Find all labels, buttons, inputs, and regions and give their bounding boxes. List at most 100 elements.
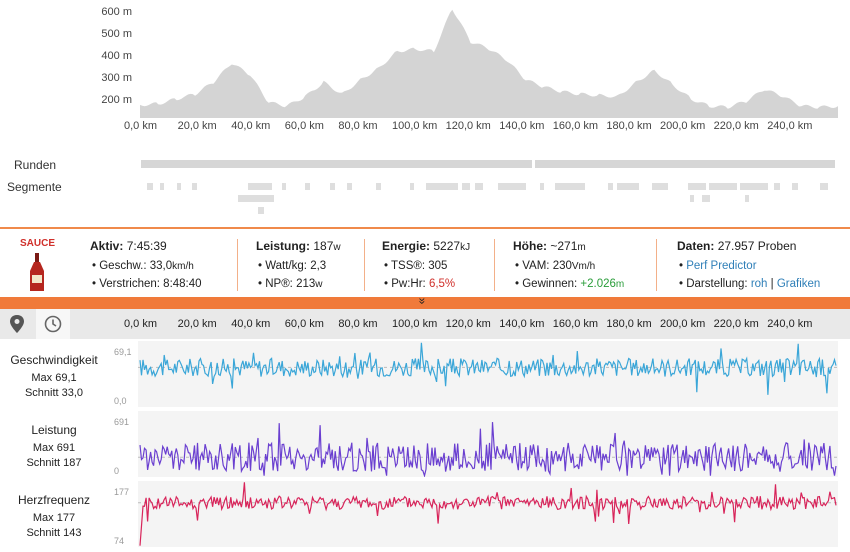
segment-bar[interactable] — [688, 183, 706, 190]
segment-bar[interactable] — [426, 183, 458, 190]
segment-bar[interactable] — [282, 183, 286, 190]
vam-stat: • VAM: 230Vm/h — [515, 260, 596, 272]
segment-bar[interactable] — [238, 195, 274, 202]
stream-name: Leistung — [31, 423, 77, 437]
segment-bar[interactable] — [475, 183, 483, 190]
gain-stat: • Gewinnen: +2.026m — [515, 278, 625, 290]
tss-stat: • TSS®: 305 — [384, 260, 448, 272]
stream-x-tick: 0,0 km — [124, 318, 158, 330]
elevation-profile — [140, 9, 838, 118]
segment-bar[interactable] — [347, 183, 352, 190]
stream-name: Herzfrequenz — [17, 493, 91, 507]
wkg-stat: • Watt/kg: 2,3 — [258, 260, 327, 272]
elevation-x-tick: 240,0 km — [767, 120, 813, 132]
stream-plot-svg — [138, 422, 838, 478]
segment-bar[interactable] — [709, 183, 737, 190]
elevation-y-tick: 500 m — [101, 28, 132, 40]
segment-bar[interactable] — [376, 183, 381, 190]
segment-bar[interactable] — [160, 183, 164, 190]
speed-stat: • Geschw.: 33,0km/h — [92, 260, 194, 272]
segment-bar[interactable] — [462, 183, 470, 190]
elevation-x-tick: 180,0 km — [606, 120, 652, 132]
segment-bar[interactable] — [652, 183, 668, 190]
perf-predictor-link[interactable]: Perf Predictor — [686, 260, 757, 272]
time-mode-tab[interactable] — [36, 309, 70, 339]
elevation-x-tick: 80,0 km — [338, 120, 378, 132]
raw-link[interactable]: roh — [750, 278, 768, 290]
stream-max: Max 177 — [32, 512, 76, 524]
segment-bar[interactable] — [608, 183, 613, 190]
graphs-link[interactable]: Grafiken — [776, 278, 821, 290]
stream-avg: Schnitt 187 — [26, 457, 82, 469]
stream-y-max: 177 — [114, 487, 130, 497]
segment-bar[interactable] — [690, 195, 694, 202]
elevation-y-tick: 300 m — [101, 72, 132, 84]
elevation-y-tick: 200 m — [101, 94, 132, 106]
elevation-x-tick: 20,0 km — [177, 120, 217, 132]
elevation-x-tick: 0,0 km — [124, 120, 158, 132]
stream-label: Geschwindigkeit Max 69,1 Schnitt 33,0 — [0, 353, 108, 402]
stream-line — [139, 422, 837, 478]
data-summary: Daten: 27.957 Proben — [677, 239, 797, 253]
segment-bar[interactable] — [147, 183, 153, 190]
segment-bar[interactable] — [617, 183, 639, 190]
segment-bar[interactable] — [702, 195, 710, 202]
stream-y-max: 69,1 — [114, 347, 132, 357]
elevation-x-tick: 60,0 km — [284, 120, 324, 132]
stream-x-tick: 60,0 km — [284, 318, 324, 330]
pwhr-stat: • Pw:Hr: 6,5% — [384, 278, 456, 290]
segment-bar[interactable] — [555, 183, 585, 190]
display-mode: • Darstellung: roh | Grafiken — [679, 278, 821, 290]
segment-bar[interactable] — [774, 183, 780, 190]
segment-bar[interactable] — [330, 183, 335, 190]
segments-label: Segmente — [7, 180, 62, 194]
segment-bar[interactable] — [248, 183, 272, 190]
elapsed-stat: • Verstrichen: 8:48:40 — [92, 278, 202, 290]
elevation-x-tick: 120,0 km — [445, 120, 491, 132]
stream-x-tick: 100,0 km — [392, 318, 438, 330]
stream-name: Geschwindigkeit — [10, 353, 98, 367]
segment-bar[interactable] — [177, 183, 181, 190]
laps-label: Runden — [14, 158, 57, 172]
stream-avg: Schnitt 143 — [26, 527, 82, 539]
lap-bar[interactable] — [141, 160, 532, 168]
elevation-chart: 600 m 500 m 400 m 300 m 200 m 0,0 km 20,0 km 4… — [0, 0, 850, 140]
stream-x-tick: 240,0 km — [767, 318, 813, 330]
expand-chevron-icon[interactable]: » — [415, 297, 430, 305]
lap-bar[interactable] — [535, 160, 835, 168]
segment-bar[interactable] — [540, 183, 544, 190]
stream-plot[interactable] — [138, 411, 838, 478]
stream-plot-svg — [138, 342, 838, 395]
clock-icon — [44, 315, 62, 333]
segment-bar[interactable] — [498, 183, 526, 190]
stream-line — [139, 482, 837, 546]
sauce-summary-panel: SAUCE Aktiv: 7:45:39 • Geschw.: 33,0km/h… — [0, 227, 850, 299]
elevation-x-tick: 40,0 km — [231, 120, 271, 132]
stream-plot[interactable] — [138, 341, 838, 407]
segment-bar[interactable] — [740, 183, 768, 190]
segment-bar[interactable] — [192, 183, 197, 190]
stream-y-min: 0,0 — [114, 396, 127, 406]
distance-mode-tab[interactable] — [0, 309, 34, 339]
elevation-x-tick: 140,0 km — [499, 120, 545, 132]
segment-bar[interactable] — [410, 183, 414, 190]
segment-bar[interactable] — [258, 207, 264, 214]
stream-y-max: 691 — [114, 417, 130, 427]
segment-bar[interactable] — [820, 183, 828, 190]
elevation-x-tick: 100,0 km — [392, 120, 438, 132]
segment-bar[interactable] — [745, 195, 749, 202]
segment-bar[interactable] — [305, 183, 310, 190]
sauce-logo: SAUCE — [20, 238, 56, 249]
stream-y-min: 74 — [114, 536, 125, 546]
perf-predictor-item: • Perf Predictor — [679, 260, 757, 272]
stream-plot[interactable] — [138, 481, 838, 547]
energy-summary: Energie: 5227kJ — [382, 239, 471, 253]
stream-max: Max 691 — [32, 442, 76, 454]
panel-toggle-bar[interactable]: » — [0, 297, 850, 309]
elevation-area — [140, 9, 838, 118]
segment-bar[interactable] — [792, 183, 798, 190]
stream-label: Leistung Max 691 Schnitt 187 — [0, 423, 108, 472]
stream-y-min: 0 — [114, 466, 120, 476]
elevation-summary: Höhe: ~271m — [513, 239, 586, 253]
stream-x-tick: 20,0 km — [177, 318, 217, 330]
